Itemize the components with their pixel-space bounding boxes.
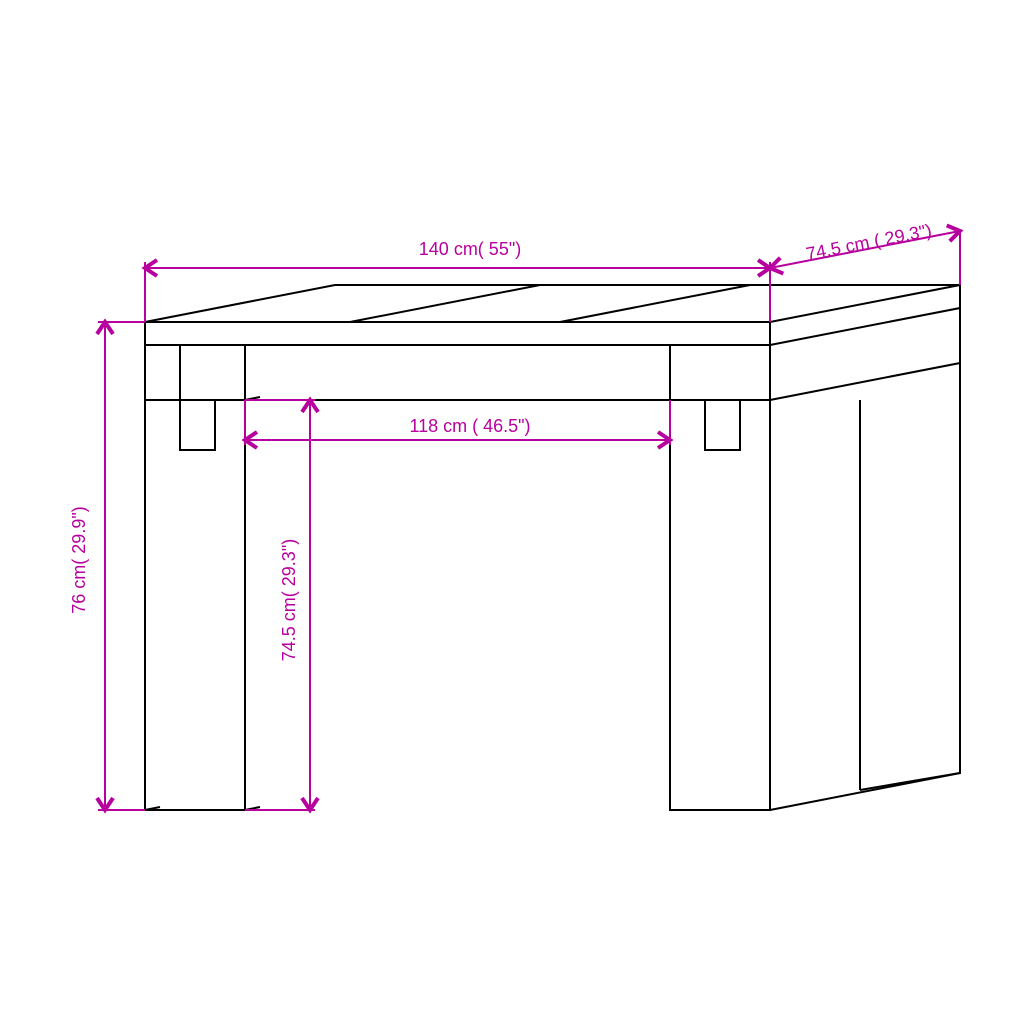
- label-depth-top: 74.5 cm ( 29.3"): [804, 220, 933, 264]
- dim-width-top: [145, 262, 770, 322]
- label-inner-width: 118 cm ( 46.5"): [409, 416, 530, 436]
- label-height-left: 76 cm( 29.9"): [69, 506, 89, 613]
- label-width-top: 140 cm( 55"): [419, 239, 521, 259]
- dim-height-left: [98, 322, 145, 810]
- dimension-lines: [98, 231, 960, 810]
- label-inner-height: 74.5 cm( 29.3"): [279, 539, 299, 661]
- table-outline: [145, 285, 960, 810]
